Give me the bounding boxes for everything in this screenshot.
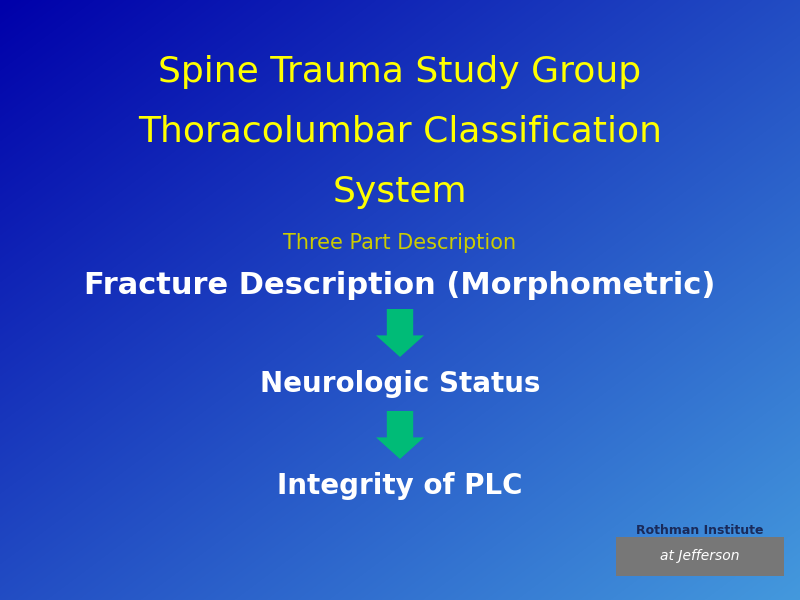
Text: Fracture Description (Morphometric): Fracture Description (Morphometric): [84, 271, 716, 299]
Text: Integrity of PLC: Integrity of PLC: [278, 472, 522, 500]
Text: at Jefferson: at Jefferson: [660, 549, 740, 563]
Polygon shape: [376, 309, 424, 357]
Polygon shape: [376, 411, 424, 459]
Text: Spine Trauma Study Group: Spine Trauma Study Group: [158, 55, 642, 89]
Text: Neurologic Status: Neurologic Status: [260, 370, 540, 398]
Text: Rothman Institute: Rothman Institute: [636, 524, 764, 538]
Text: System: System: [333, 175, 467, 209]
Text: Three Part Description: Three Part Description: [283, 233, 517, 253]
FancyBboxPatch shape: [616, 537, 784, 576]
Text: Thoracolumbar Classification: Thoracolumbar Classification: [138, 115, 662, 149]
